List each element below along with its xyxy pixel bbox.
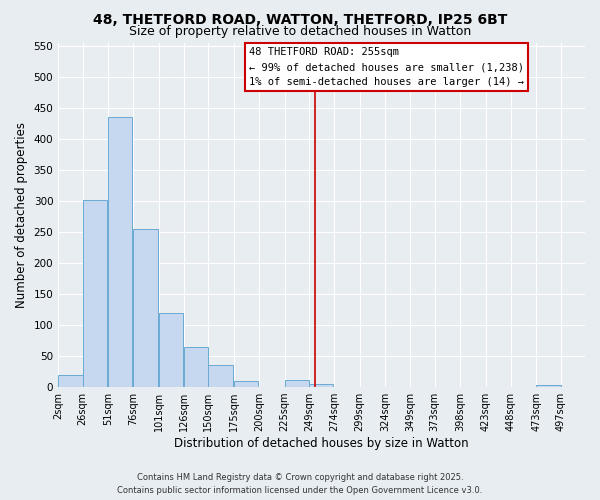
Text: 48, THETFORD ROAD, WATTON, THETFORD, IP25 6BT: 48, THETFORD ROAD, WATTON, THETFORD, IP2… [93,12,507,26]
Y-axis label: Number of detached properties: Number of detached properties [15,122,28,308]
Bar [133,229,158,387]
Bar [58,374,83,387]
Text: 48 THETFORD ROAD: 255sqm
← 99% of detached houses are smaller (1,238)
1% of semi: 48 THETFORD ROAD: 255sqm ← 99% of detach… [249,48,524,87]
Bar [108,118,132,387]
Bar [536,385,560,387]
Text: Contains HM Land Registry data © Crown copyright and database right 2025.
Contai: Contains HM Land Registry data © Crown c… [118,474,482,495]
Bar [158,312,183,387]
Bar [83,200,107,387]
Bar [309,384,333,387]
X-axis label: Distribution of detached houses by size in Watton: Distribution of detached houses by size … [174,437,469,450]
Text: Size of property relative to detached houses in Watton: Size of property relative to detached ho… [129,25,471,38]
Bar [208,366,233,387]
Bar [184,347,208,387]
Bar [234,381,258,387]
Bar [284,380,309,387]
